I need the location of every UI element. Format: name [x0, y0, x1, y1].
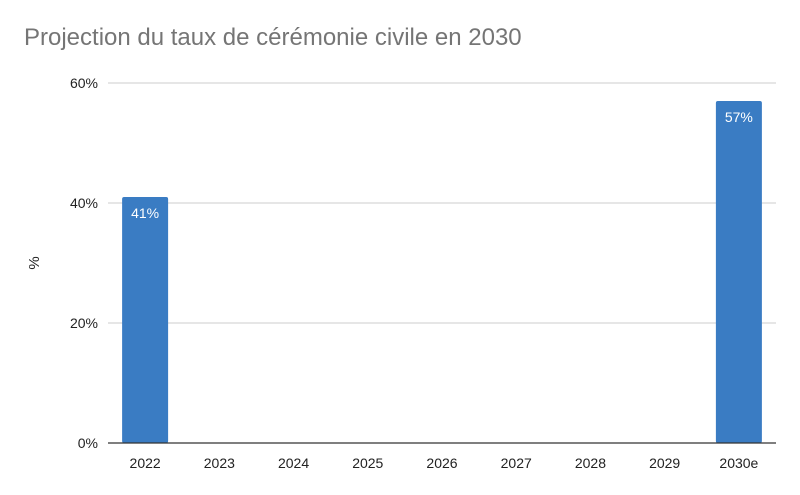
x-tick-label: 2030e [719, 455, 758, 471]
x-tick-label: 2023 [204, 455, 235, 471]
x-tick-label: 2028 [575, 455, 606, 471]
y-axis-title: % [26, 256, 43, 269]
chart-title: Projection du taux de cérémonie civile e… [24, 24, 522, 51]
bar [715, 101, 762, 443]
y-tick-label: 0% [78, 435, 98, 451]
data-label: 41% [131, 205, 159, 221]
x-tick-label: 2025 [352, 455, 383, 471]
bar [122, 197, 169, 443]
y-tick-label: 40% [70, 195, 98, 211]
y-tick-label: 20% [70, 315, 98, 331]
data-label: 57% [725, 109, 753, 125]
y-tick-label: 60% [70, 75, 98, 91]
x-tick-label: 2026 [426, 455, 457, 471]
x-tick-label: 2022 [130, 455, 161, 471]
x-tick-label: 2024 [278, 455, 309, 471]
x-tick-label: 2029 [649, 455, 680, 471]
x-tick-label: 2027 [501, 455, 532, 471]
